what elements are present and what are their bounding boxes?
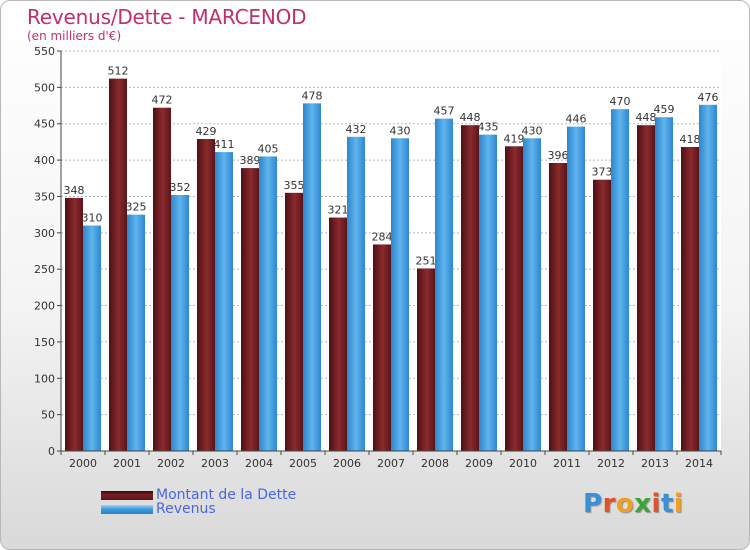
x-tick-label: 2001	[113, 457, 141, 470]
legend-swatch-revenus	[101, 504, 153, 514]
y-tick-label: 0	[48, 445, 55, 458]
y-tick-label: 500	[34, 81, 55, 94]
chart-subtitle: (en milliers d'€)	[27, 29, 122, 43]
y-tick-label: 150	[34, 336, 55, 349]
bar-dette	[197, 139, 215, 451]
data-label-revenus: 325	[126, 201, 147, 214]
data-label-revenus: 457	[434, 105, 455, 118]
x-tick-label: 2009	[465, 457, 493, 470]
x-tick-label: 2007	[377, 457, 405, 470]
data-label-dette: 419	[504, 132, 525, 145]
y-tick-label: 100	[34, 372, 55, 385]
x-tick-label: 2002	[157, 457, 185, 470]
bar-revenus	[259, 156, 277, 452]
data-label-dette: 512	[108, 65, 129, 78]
data-label-revenus: 430	[390, 124, 411, 137]
bar-dette	[637, 125, 655, 451]
x-tick-label: 2013	[641, 457, 669, 470]
data-label-dette: 448	[460, 111, 481, 124]
bar-dette	[373, 244, 391, 451]
data-label-dette: 448	[636, 111, 657, 124]
legend-label-revenus: Revenus	[156, 501, 216, 517]
bar-dette	[505, 146, 523, 452]
bar-dette	[461, 125, 479, 451]
x-tick-label: 2011	[553, 457, 581, 470]
bar-revenus	[611, 109, 629, 451]
y-tick-label: 300	[34, 227, 55, 240]
y-tick-label: 350	[34, 190, 55, 203]
bar-dette	[241, 168, 259, 451]
bar-dette	[549, 163, 567, 451]
data-label-dette: 418	[680, 133, 701, 146]
bar-revenus	[215, 152, 233, 451]
data-label-dette: 348	[64, 184, 85, 197]
data-label-revenus: 446	[566, 113, 587, 126]
x-tick-label: 2005	[289, 457, 317, 470]
data-label-revenus: 470	[610, 95, 631, 108]
proxiti-logo: Proxiti	[583, 489, 684, 519]
bar-revenus	[171, 195, 189, 451]
bar-revenus	[567, 126, 585, 452]
x-tick-label: 2012	[597, 457, 625, 470]
bar-dette	[329, 217, 347, 451]
y-tick-label: 50	[41, 409, 55, 422]
data-label-dette: 373	[592, 166, 613, 179]
bar-revenus	[347, 136, 365, 451]
data-label-revenus: 405	[258, 142, 279, 155]
data-label-revenus: 435	[478, 121, 499, 134]
bar-revenus	[435, 118, 453, 452]
data-label-dette: 284	[372, 230, 393, 243]
bar-revenus	[523, 138, 541, 452]
bar-revenus	[303, 103, 321, 451]
data-label-revenus: 430	[522, 124, 543, 137]
x-tick-label: 2003	[201, 457, 229, 470]
data-label-dette: 472	[152, 94, 173, 107]
bar-dette	[65, 197, 83, 451]
y-tick-label: 550	[34, 45, 55, 58]
bar-revenus	[699, 104, 717, 452]
bar-dette	[153, 107, 171, 452]
legend-label-dette: Montant de la Dette	[156, 487, 297, 503]
data-label-dette: 321	[328, 204, 349, 217]
legend-item-revenus: Revenus	[101, 501, 216, 517]
data-label-revenus: 432	[346, 123, 367, 136]
x-tick-label: 2000	[69, 457, 97, 470]
data-label-dette: 396	[548, 149, 569, 162]
bar-dette	[593, 179, 611, 451]
bar-dette	[285, 192, 303, 451]
chart-title: Revenus/Dette - MARCENOD	[27, 5, 307, 29]
bar-dette	[417, 268, 435, 451]
data-label-revenus: 411	[214, 138, 235, 151]
x-tick-label: 2006	[333, 457, 361, 470]
y-tick-label: 250	[34, 263, 55, 276]
bar-revenus	[127, 214, 145, 451]
y-tick-label: 450	[34, 118, 55, 131]
bar-revenus	[391, 138, 409, 452]
bar-revenus	[83, 225, 101, 451]
x-tick-label: 2010	[509, 457, 537, 470]
bar-revenus	[655, 117, 673, 451]
data-label-dette: 429	[196, 125, 217, 138]
data-label-revenus: 352	[170, 181, 191, 194]
data-label-dette: 251	[416, 254, 437, 267]
data-label-revenus: 310	[82, 212, 103, 225]
bar-revenus	[479, 134, 497, 452]
x-tick-label: 2014	[685, 457, 713, 470]
x-tick-label: 2004	[245, 457, 273, 470]
bar-dette	[681, 147, 699, 451]
data-label-revenus: 459	[654, 103, 675, 116]
y-tick-label: 400	[34, 154, 55, 167]
legend-swatch-dette	[101, 490, 153, 500]
bar-dette	[109, 78, 127, 452]
y-tick-label: 200	[34, 300, 55, 313]
x-tick-label: 2008	[421, 457, 449, 470]
data-label-revenus: 476	[698, 91, 719, 104]
data-label-dette: 389	[240, 154, 261, 167]
data-label-revenus: 478	[302, 89, 323, 102]
legend-item-dette: Montant de la Dette	[101, 487, 296, 503]
data-label-dette: 355	[284, 179, 305, 192]
